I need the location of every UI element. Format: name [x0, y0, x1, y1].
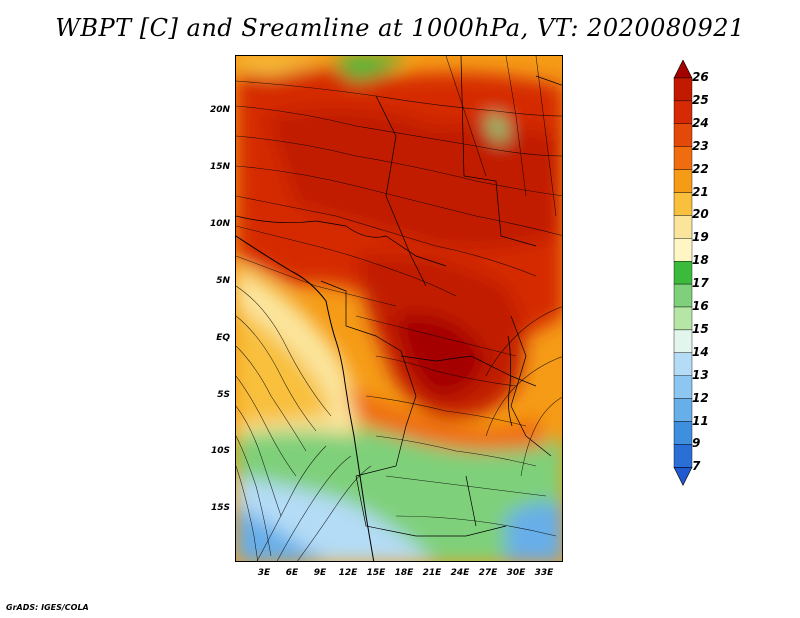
lat-label-10n: 10N	[209, 219, 230, 229]
wbpt-zone-se-cool	[506, 502, 562, 561]
lat-label-15n: 15N	[209, 162, 230, 172]
wbpt-zone-11-12	[236, 506, 324, 561]
wbpt-zone-nile-green	[486, 115, 507, 142]
colorbar-level-label: 21	[692, 184, 709, 199]
colorbar-level-label: 23	[692, 138, 709, 153]
coastline	[236, 235, 375, 561]
wbpt-zone-north-green	[336, 56, 406, 81]
colorbar-level-label: 9	[692, 436, 701, 451]
wbpt-zone-nw-yellow	[236, 56, 326, 76]
colorbar-level-label: 18	[692, 253, 709, 268]
colorbar	[673, 60, 693, 486]
colorbar-swatch	[673, 306, 693, 331]
rift-lakes	[507, 335, 513, 427]
colorbar-swatch	[673, 260, 693, 285]
lat-label-5s: 5S	[217, 390, 230, 400]
map-title: WBPT [C] and Sreamline at 1000hPa, VT: 2…	[55, 14, 745, 42]
wbpt-zone-22-23	[346, 386, 546, 451]
wbpt-zone-26-core	[396, 314, 486, 396]
colorbar-level-label: 25	[692, 92, 709, 107]
lon-label-9e: 9E	[313, 568, 327, 578]
colorbar-level-label: 20	[692, 207, 709, 222]
lat-label-20n: 20N	[209, 105, 230, 115]
colorbar-level-label: 15	[692, 321, 709, 336]
lon-label-27e: 27E	[478, 568, 498, 578]
colorbar-swatch	[673, 329, 693, 353]
colorbar-top-arrow	[673, 60, 693, 79]
colorbar-level-label: 7	[692, 459, 701, 474]
colorbar-swatch	[673, 77, 693, 102]
colorbar-swatch	[673, 123, 693, 147]
lon-label-6e: 6E	[285, 568, 299, 578]
wbpt-zone-20-21	[236, 306, 331, 426]
country-borders	[236, 56, 562, 537]
colorbar-swatch	[673, 375, 693, 399]
colorbar-swatch	[673, 169, 693, 193]
wbpt-zone-25-26-north	[266, 108, 556, 250]
lon-label-12e: 12E	[338, 568, 358, 578]
colorbar-bottom-arrow	[673, 466, 693, 486]
streamlines	[236, 56, 562, 561]
colorbar-level-label: 16	[692, 299, 709, 313]
colorbar-level-label: 17	[692, 276, 709, 291]
colorbar-swatch	[673, 100, 693, 125]
colorbar-level-label: 26	[692, 70, 709, 84]
lat-label-15s: 15S	[210, 503, 230, 513]
lon-label-3e: 3E	[257, 568, 271, 578]
grads-credit: GrADS: IGES/COLA	[6, 603, 89, 612]
colorbar-swatch	[673, 215, 693, 239]
colorbar-swatch	[673, 444, 693, 468]
colorbar-level-label: 11	[692, 413, 709, 428]
colorbar-level-label: 14	[692, 344, 709, 359]
lon-label-30e: 30E	[506, 568, 526, 578]
colorbar-swatch	[673, 238, 693, 262]
lon-label-24e: 24E	[450, 568, 470, 578]
colorbar-swatch	[673, 398, 693, 422]
lon-label-15e: 15E	[366, 568, 386, 578]
colorbar-swatch	[673, 146, 693, 170]
colorbar-level-label: 13	[692, 367, 709, 382]
wbpt-field	[236, 56, 562, 561]
colorbar-level-label: 22	[692, 161, 709, 176]
colorbar-swatch	[673, 352, 693, 376]
colorbar-level-label: 24	[692, 115, 709, 130]
lat-label-eq: EQ	[216, 333, 230, 343]
map-panel	[235, 55, 563, 562]
lon-label-21e: 21E	[422, 568, 442, 578]
colorbar-swatch	[673, 421, 693, 445]
lon-label-18e: 18E	[394, 568, 414, 578]
colorbar-swatch	[673, 283, 693, 308]
colorbar-swatch	[673, 192, 693, 216]
colorbar-level-label: 12	[692, 390, 709, 405]
lat-label-10s: 10S	[210, 446, 230, 456]
lon-label-33e: 33E	[534, 568, 554, 578]
colorbar-level-label: 19	[692, 230, 709, 245]
lat-label-5n: 5N	[216, 276, 230, 286]
